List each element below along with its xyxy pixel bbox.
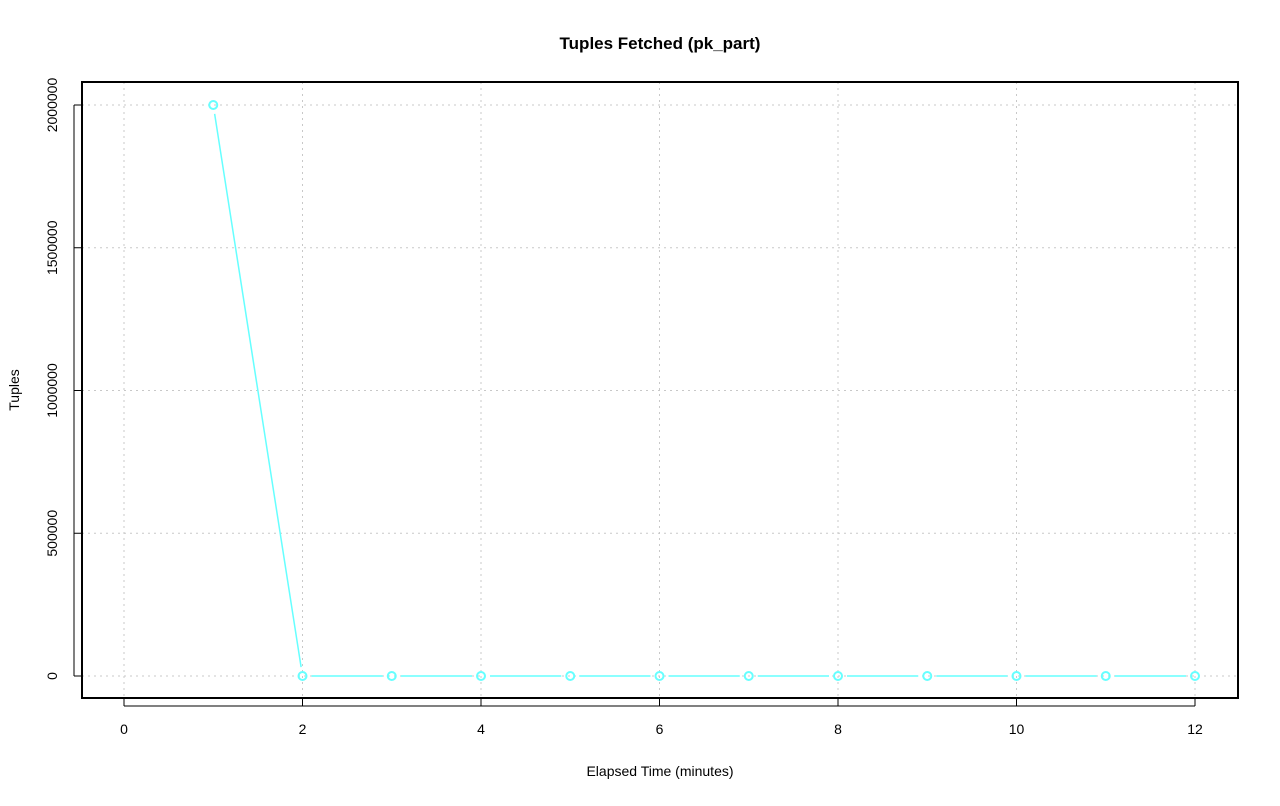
x-tick-label: 4 — [477, 721, 485, 737]
data-point — [386, 671, 397, 681]
y-tick-label: 1000000 — [44, 363, 60, 418]
x-tick-label: 6 — [656, 721, 664, 737]
x-tick-label: 2 — [299, 721, 307, 737]
x-tick-label: 8 — [834, 721, 842, 737]
series-segment — [213, 113, 302, 668]
data-point — [208, 100, 219, 110]
y-tick-label: 500000 — [44, 510, 60, 557]
data-point — [743, 671, 754, 681]
y-tick-label: 2000000 — [44, 78, 60, 133]
data-point — [1011, 671, 1022, 681]
data-point — [565, 671, 576, 681]
y-tick-label: 0 — [44, 672, 60, 680]
x-tick-label: 0 — [120, 721, 128, 737]
data-point — [476, 671, 486, 681]
y-axis-label: Tuples — [6, 369, 22, 411]
x-tick-label: 12 — [1187, 721, 1203, 737]
data-point — [1100, 671, 1111, 681]
axis-ticks: 0 2 4 6 8 10 12 0 500000 1000000 1500000 2000000 — [44, 78, 1203, 737]
chart-title: Tuples Fetched (pk_part) — [560, 34, 761, 53]
data-point — [833, 671, 843, 681]
y-tick-label: 1500000 — [44, 220, 60, 275]
data-point — [1190, 671, 1200, 681]
data-point — [297, 671, 308, 681]
plot-frame — [81, 81, 1239, 699]
x-tick-label: 10 — [1009, 721, 1025, 737]
x-axis-label: Elapsed Time (minutes) — [586, 763, 733, 779]
grid — [82, 82, 1238, 698]
data-point — [654, 671, 665, 681]
data-point — [922, 671, 933, 681]
series — [208, 100, 1200, 681]
